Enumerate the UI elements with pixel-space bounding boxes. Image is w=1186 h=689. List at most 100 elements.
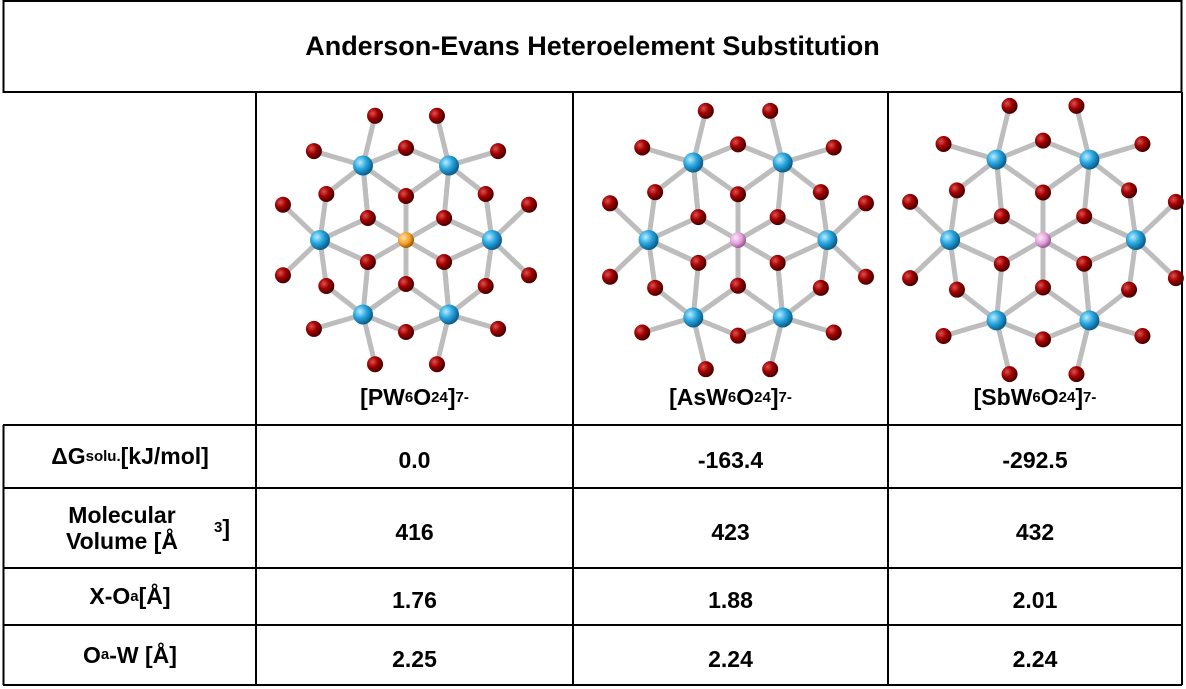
oxygen-atom bbox=[521, 196, 538, 213]
text-piece: a bbox=[100, 646, 110, 664]
row-header: X-O a [Å] bbox=[30, 568, 230, 625]
oxygen-atom bbox=[634, 324, 651, 341]
oxygen-atom bbox=[647, 184, 664, 201]
oxygen-atom bbox=[948, 281, 965, 298]
oxygen-atom bbox=[993, 255, 1010, 272]
oxygen-atom bbox=[428, 107, 445, 124]
formula-label: [SbW 6 O 24] 7- bbox=[888, 375, 1182, 420]
oxygen-atom bbox=[521, 267, 538, 284]
oxygen-atom bbox=[318, 186, 335, 202]
text-piece: 3 bbox=[213, 519, 223, 537]
oxygen-atom bbox=[935, 135, 952, 152]
oxygen-atom bbox=[477, 278, 494, 294]
tungsten-atom bbox=[772, 307, 793, 328]
oxygen-atom bbox=[697, 361, 714, 378]
heteroatom bbox=[730, 232, 746, 248]
tungsten-atom bbox=[683, 152, 704, 173]
oxygen-atom bbox=[1035, 331, 1051, 348]
text-piece: 24 bbox=[431, 388, 448, 406]
heteroatom bbox=[1035, 232, 1051, 248]
tungsten-atom bbox=[986, 310, 1007, 331]
text-piece: X-O bbox=[89, 583, 131, 610]
text-piece: O bbox=[413, 384, 432, 411]
oxygen-atom bbox=[690, 209, 707, 226]
oxygen-atom bbox=[812, 184, 829, 201]
tungsten-atom bbox=[1079, 310, 1100, 331]
cell-value: 2.25 bbox=[392, 645, 437, 672]
cell-value: 432 bbox=[1015, 518, 1055, 545]
text-piece: O bbox=[83, 641, 101, 668]
oxygen-atom bbox=[477, 186, 494, 202]
tungsten-atom bbox=[439, 304, 459, 325]
oxygen-atom bbox=[359, 254, 376, 270]
text-piece: [kJ/mol] bbox=[120, 443, 209, 470]
oxygen-atom bbox=[428, 356, 445, 373]
oxygen-atom bbox=[1076, 208, 1093, 225]
oxygen-atom bbox=[274, 196, 291, 213]
oxygen-atom bbox=[398, 140, 414, 156]
text-piece: 6 bbox=[727, 388, 737, 406]
text-piece: ] bbox=[222, 514, 230, 541]
oxygen-atom bbox=[825, 139, 842, 156]
text-piece: -W [Å] bbox=[109, 641, 177, 668]
tungsten-atom bbox=[683, 307, 704, 328]
text-piece: O bbox=[736, 384, 755, 411]
oxygen-atom bbox=[1068, 97, 1085, 114]
oxygen-atom bbox=[318, 278, 335, 294]
text-piece: ] bbox=[447, 384, 456, 411]
text-piece: 7- bbox=[455, 388, 469, 406]
oxygen-atom bbox=[1035, 279, 1051, 296]
cell-value: 0.0 bbox=[398, 447, 431, 474]
oxygen-atom bbox=[367, 356, 384, 373]
row-header: ΔG solu. [kJ/mol] bbox=[30, 425, 230, 488]
text-piece: [AsW bbox=[669, 384, 728, 411]
tungsten-atom bbox=[772, 152, 793, 173]
oxygen-atom bbox=[1121, 182, 1138, 199]
cell-value: 2.24 bbox=[708, 645, 753, 672]
cell-value: -292.5 bbox=[1002, 447, 1068, 474]
oxygen-atom bbox=[948, 182, 965, 199]
oxygen-atom bbox=[367, 107, 384, 124]
cell-value: 2.01 bbox=[1012, 587, 1058, 614]
text-piece: ] bbox=[1075, 384, 1083, 411]
oxygen-atom bbox=[602, 195, 619, 212]
text-piece: O bbox=[1040, 384, 1059, 411]
tungsten-atom bbox=[439, 155, 459, 176]
oxygen-atom bbox=[647, 279, 664, 296]
oxygen-atom bbox=[769, 254, 786, 271]
oxygen-atom bbox=[857, 195, 874, 212]
tungsten-atom bbox=[482, 230, 502, 250]
tungsten-atom bbox=[1079, 149, 1100, 170]
tungsten-atom bbox=[1125, 230, 1146, 250]
oxygen-atom bbox=[730, 136, 746, 153]
text-piece: 7- bbox=[1083, 388, 1097, 406]
oxygen-atom bbox=[1068, 366, 1085, 383]
oxygen-atom bbox=[730, 327, 746, 344]
oxygen-atom bbox=[490, 320, 507, 337]
text-piece: 24 bbox=[1058, 388, 1076, 406]
oxygen-atom bbox=[730, 186, 746, 203]
cell-value: 423 bbox=[711, 518, 750, 545]
text-piece: [SbW bbox=[973, 384, 1033, 411]
text-piece: solu. bbox=[85, 447, 121, 465]
oxygen-atom bbox=[398, 324, 414, 340]
oxygen-atom bbox=[697, 102, 714, 119]
molecule-images bbox=[274, 97, 1184, 383]
oxygen-atom bbox=[359, 210, 376, 226]
oxygen-atom bbox=[398, 188, 414, 204]
table-title: Anderson-Evans Heteroelement Substitutio… bbox=[305, 30, 880, 61]
oxygen-atom bbox=[812, 279, 829, 296]
oxygen-atom bbox=[1076, 255, 1093, 272]
oxygen-atom bbox=[305, 320, 322, 337]
oxygen-atom bbox=[1121, 281, 1138, 298]
oxygen-atom bbox=[1134, 328, 1151, 345]
oxygen-atom bbox=[769, 209, 786, 226]
oxygen-atom bbox=[398, 276, 414, 292]
cell-value: 2.24 bbox=[1012, 645, 1058, 672]
title-box bbox=[2, 0, 1183, 93]
tungsten-atom bbox=[986, 149, 1007, 170]
oxygen-atom bbox=[902, 270, 919, 287]
cell-value: 416 bbox=[395, 518, 434, 545]
